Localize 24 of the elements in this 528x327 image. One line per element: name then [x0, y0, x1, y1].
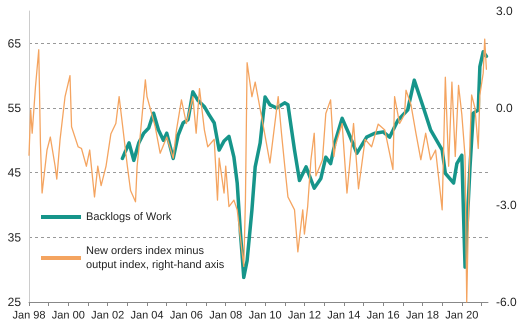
x-tick-label: Jan 02: [91, 310, 124, 322]
y-tick-label: 25: [8, 295, 22, 309]
y2-tick-label: -6.0: [496, 295, 518, 309]
x-tick-label: Jan 10: [248, 310, 282, 322]
y-tick-label: 45: [8, 166, 22, 180]
y-tick-label: 55: [8, 101, 22, 115]
line-series: [28, 38, 488, 303]
x-tick-label: Jan 18: [406, 310, 440, 322]
y-tick-label: 35: [8, 230, 22, 244]
x-tick-label: Jan 20: [445, 310, 478, 322]
x-tick-label: Jan 04: [130, 310, 164, 322]
legend-label: Backlogs of Work: [86, 211, 172, 223]
x-tick-label: Jan 08: [209, 310, 242, 322]
y2-tick-label: 3.0: [496, 4, 514, 18]
x-tick-label: Jan 06: [170, 310, 203, 322]
y2-tick-label: 0.0: [496, 101, 514, 115]
x-tick-label: Jan 14: [327, 310, 360, 322]
x-tick-label: Jan 12: [288, 310, 321, 322]
x-tick-label: Jan 16: [366, 310, 400, 322]
x-tick-label: Jan 98: [12, 310, 46, 322]
x-tick-label: Jan 00: [52, 310, 85, 322]
y-tick-label: 65: [8, 36, 22, 50]
legend-label: New orders index minus output index, right-hand axis: [86, 245, 225, 271]
y2-tick-label: -3.0: [496, 198, 518, 212]
